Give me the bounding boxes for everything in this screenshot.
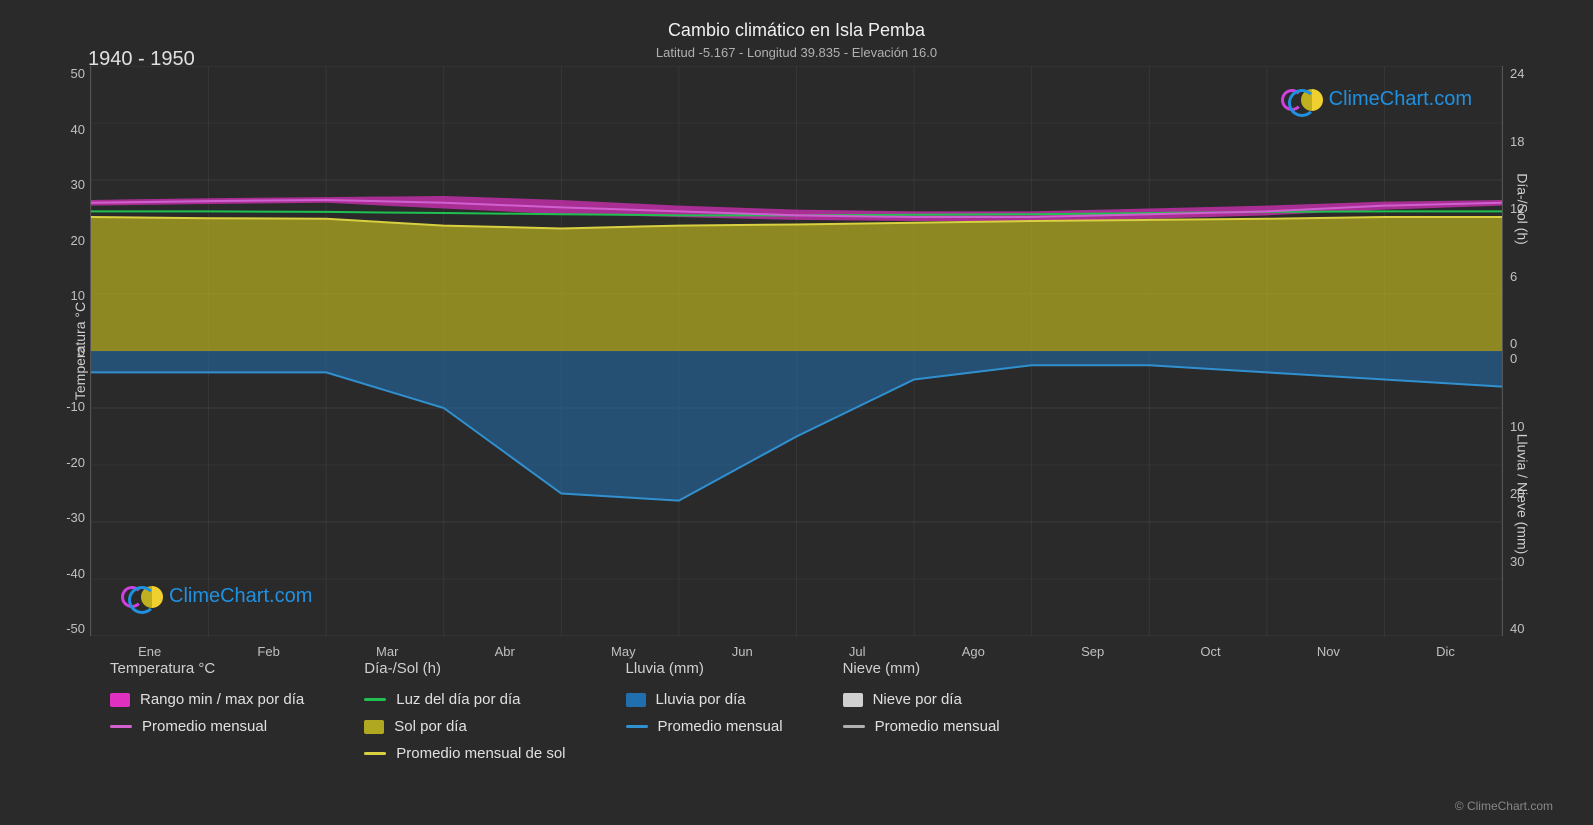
y-tick: 50 [50,66,85,81]
legend-label: Sol por día [394,718,467,735]
legend-swatch [364,752,386,755]
legend-group: Lluvia (mm) Lluvia por día Promedio mensua… [626,660,783,762]
logo-c-icon [121,586,143,608]
x-tick: Ago [962,644,985,659]
legend-item: Promedio mensual de sol [364,745,565,762]
y-tick: -30 [50,510,85,525]
legend-header: Lluvia (mm) [626,660,783,677]
x-tick: Nov [1317,644,1340,659]
y-tick: 10 [1510,419,1545,434]
chart-title: Cambio climático en Isla Pemba [40,20,1553,41]
y-tick: -50 [50,621,85,636]
x-tick: Ene [138,644,161,659]
chart-canvas: ClimeChart.com ClimeChart.com [90,66,1503,636]
logo-c-icon [1281,89,1303,111]
legend-label: Promedio mensual [875,718,1000,735]
x-tick: Feb [257,644,279,659]
y-tick: 20 [1510,486,1545,501]
y-tick: -10 [50,399,85,414]
legend-group: Día-/Sol (h) Luz del día por día Sol por d… [364,660,565,762]
x-tick: Jun [732,644,753,659]
y-tick: 0 [1510,351,1545,366]
x-tick: May [611,644,636,659]
y-tick: 0 [50,344,85,359]
y-tick: -20 [50,455,85,470]
legend-label: Lluvia por día [656,691,746,708]
legend-item: Promedio mensual [110,718,304,735]
x-tick: Mar [376,644,398,659]
legend-swatch [110,725,132,728]
x-axis-months: Ene Feb Mar Abr May Jun Jul Ago Sep Oct Nov Dic [90,644,1503,659]
y-tick: 10 [50,288,85,303]
legend-header: Día-/Sol (h) [364,660,565,677]
y-tick: 30 [1510,554,1545,569]
y-tick: 30 [50,177,85,192]
legend-label: Nieve por día [873,691,962,708]
legend-item: Lluvia por día [626,691,783,708]
y-tick: 20 [50,233,85,248]
legend-label: Luz del día por día [396,691,520,708]
y-tick: -40 [50,566,85,581]
y-axis-right-ticks: 24 18 12 6 0 0 10 20 30 40 [1510,66,1545,636]
legend-swatch [110,693,130,707]
x-tick: Oct [1200,644,1220,659]
legend-group: Temperatura °C Rango min / max por día Pro… [110,660,304,762]
y-tick: 6 [1510,269,1545,284]
watermark-top: ClimeChart.com [1281,88,1472,111]
y-tick: 18 [1510,134,1545,149]
legend-group: Nieve (mm) Nieve por día Promedio mensual [843,660,1000,762]
x-tick: Jul [849,644,866,659]
watermark-bottom: ClimeChart.com [121,585,312,608]
legend-swatch [626,693,646,707]
legend-header: Temperatura °C [110,660,304,677]
legend-swatch [626,725,648,728]
legend-swatch [364,698,386,701]
y-tick: 24 [1510,66,1545,81]
y-tick: 12 [1510,201,1545,216]
legend: Temperatura °C Rango min / max por día Pro… [110,660,1553,762]
y-axis-left-ticks: 50 40 30 20 10 0 -10 -20 -30 -40 -50 [50,66,85,636]
x-tick: Abr [495,644,515,659]
legend-label: Promedio mensual de sol [396,745,565,762]
y-tick: 0 [1510,336,1545,351]
x-tick: Dic [1436,644,1455,659]
copyright: © ClimeChart.com [1455,799,1553,813]
y-tick: 40 [1510,621,1545,636]
legend-label: Promedio mensual [142,718,267,735]
x-tick: Sep [1081,644,1104,659]
legend-swatch [843,725,865,728]
legend-item: Promedio mensual [843,718,1000,735]
plot-area: Temperatura °C Día-/Sol (h) Lluvia / Nie… [90,66,1503,636]
legend-item: Rango min / max por día [110,691,304,708]
watermark-text: ClimeChart.com [1329,88,1472,111]
chart-subtitle: Latitud -5.167 - Longitud 39.835 - Eleva… [40,45,1553,60]
legend-label: Rango min / max por día [140,691,304,708]
legend-swatch [843,693,863,707]
legend-header: Nieve (mm) [843,660,1000,677]
legend-label: Promedio mensual [658,718,783,735]
legend-item: Promedio mensual [626,718,783,735]
y-tick: 40 [50,122,85,137]
watermark-text: ClimeChart.com [169,585,312,608]
legend-item: Sol por día [364,718,565,735]
legend-swatch [364,720,384,734]
legend-item: Nieve por día [843,691,1000,708]
legend-item: Luz del día por día [364,691,565,708]
